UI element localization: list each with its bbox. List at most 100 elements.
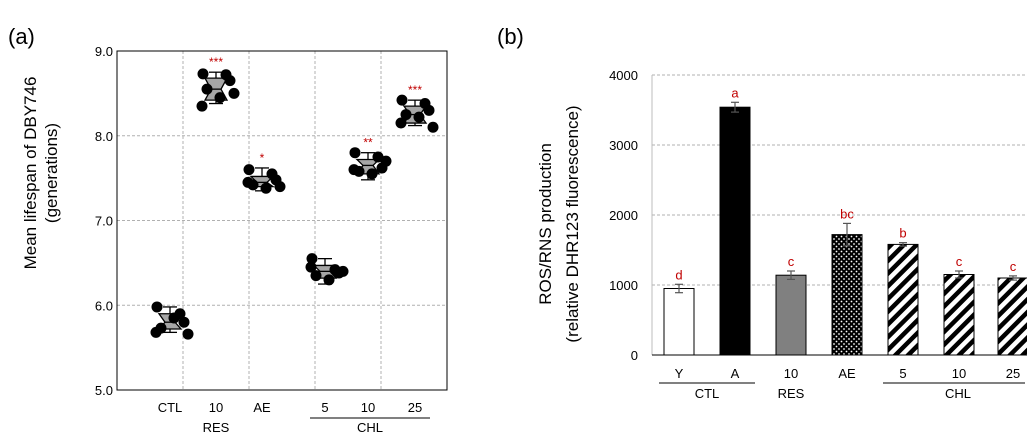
box-plot: * [242,151,286,194]
box-plot [150,301,194,340]
box-plot: *** [395,83,439,133]
bar [943,274,975,356]
panel-a-y-ticks: 5.0 6.0 7.0 8.0 9.0 [95,44,113,398]
x-tick-label: 10 [209,400,223,415]
bar-group: c [997,259,1027,356]
box-plot: ** [348,136,392,181]
data-point [427,121,439,133]
data-point [395,117,407,129]
data-point [242,176,254,188]
bar-group: b [887,226,919,356]
data-point [178,316,190,328]
box-plot: *** [196,55,240,112]
significance-letter: bc [840,206,854,221]
box-plot [305,253,349,286]
panel-a-ylabel-line2: (generations) [42,123,61,223]
data-point [182,328,194,340]
data-point [337,265,349,277]
y-tick-label: 5.0 [95,383,113,398]
data-point [305,261,317,273]
bar-group: c [775,254,807,356]
panel-a-ylabel-line1: Mean lifespan of DBY746 [21,77,40,270]
x-tick-label: A [731,366,740,381]
data-point [197,68,209,80]
panel-a: (a) Mean lifespan of DBY746 (generations… [8,24,448,434]
significance-letter: d [675,267,682,282]
bar-group: bc [831,206,863,356]
data-point [348,164,360,176]
group-label: CHL [357,420,383,434]
bar [775,274,807,356]
x-tick-label: 10 [361,400,375,415]
x-tick-label: CTL [158,400,183,415]
bar-group: d [663,267,695,356]
significance-letter: a [731,85,739,100]
bar [997,277,1027,356]
panel-a-x-ticks: CTL 10 AE 5 10 25 [158,400,423,415]
bar-group: c [943,254,975,356]
x-tick-label: AE [253,400,271,415]
panel-b-groups: CTL RES CHL [659,382,1025,401]
panel-a-groups: RES CHL [203,417,430,434]
data-point [224,75,236,87]
bar [663,288,695,356]
panel-a-grid [117,51,447,390]
y-tick-label: 3000 [609,138,638,153]
panel-b: (b) ROS/RNS production (relative DHR123 … [497,24,1027,401]
significance-letter: b [899,226,906,241]
data-point [423,104,435,116]
data-point [306,253,318,265]
x-tick-label: 10 [784,366,798,381]
group-label: RES [203,420,230,434]
y-tick-label: 8.0 [95,129,113,144]
data-point [274,181,286,193]
significance-marker: *** [209,55,223,69]
panel-a-label: (a) [8,24,35,49]
significance-marker: * [260,151,265,165]
y-tick-label: 9.0 [95,44,113,59]
bar-group: a [719,85,751,356]
y-tick-label: 4000 [609,68,638,83]
data-point [150,326,162,338]
y-tick-label: 1000 [609,278,638,293]
y-tick-label: 2000 [609,208,638,223]
panel-b-label: (b) [497,24,524,49]
x-tick-label: Y [675,366,684,381]
bar [831,234,863,356]
data-point [243,164,255,176]
y-tick-label: 0 [631,348,638,363]
y-tick-label: 6.0 [95,298,113,313]
data-point [396,94,408,106]
data-point [151,301,163,313]
x-tick-label: 25 [1006,366,1020,381]
x-tick-label: 25 [408,400,422,415]
panel-b-ylabel-line2: (relative DHR123 fluorescence) [563,105,582,342]
data-point [260,182,272,194]
panel-a-plot-frame [116,50,448,391]
x-tick-label: 10 [952,366,966,381]
data-point [228,87,240,99]
data-point [366,168,378,180]
significance-letter: c [788,254,795,269]
group-label: CHL [945,386,971,401]
significance-letter: c [1010,259,1017,274]
data-point [310,270,322,282]
data-point [400,109,412,121]
data-point [349,147,361,159]
group-label: CTL [695,386,720,401]
x-tick-label: AE [838,366,856,381]
data-point [323,274,335,286]
data-point [201,83,213,95]
panel-b-x-ticks: Y A 10 AE 5 10 25 [675,366,1021,381]
data-point [214,92,226,104]
y-tick-label: 7.0 [95,214,113,229]
panel-b-y-ticks: 0 1000 2000 3000 4000 [609,68,638,363]
panel-b-ylabel-line1: ROS/RNS production [536,143,555,305]
data-point [413,111,425,123]
data-point [168,312,180,324]
bar [887,243,919,356]
data-point [380,155,392,167]
bar [719,106,751,356]
